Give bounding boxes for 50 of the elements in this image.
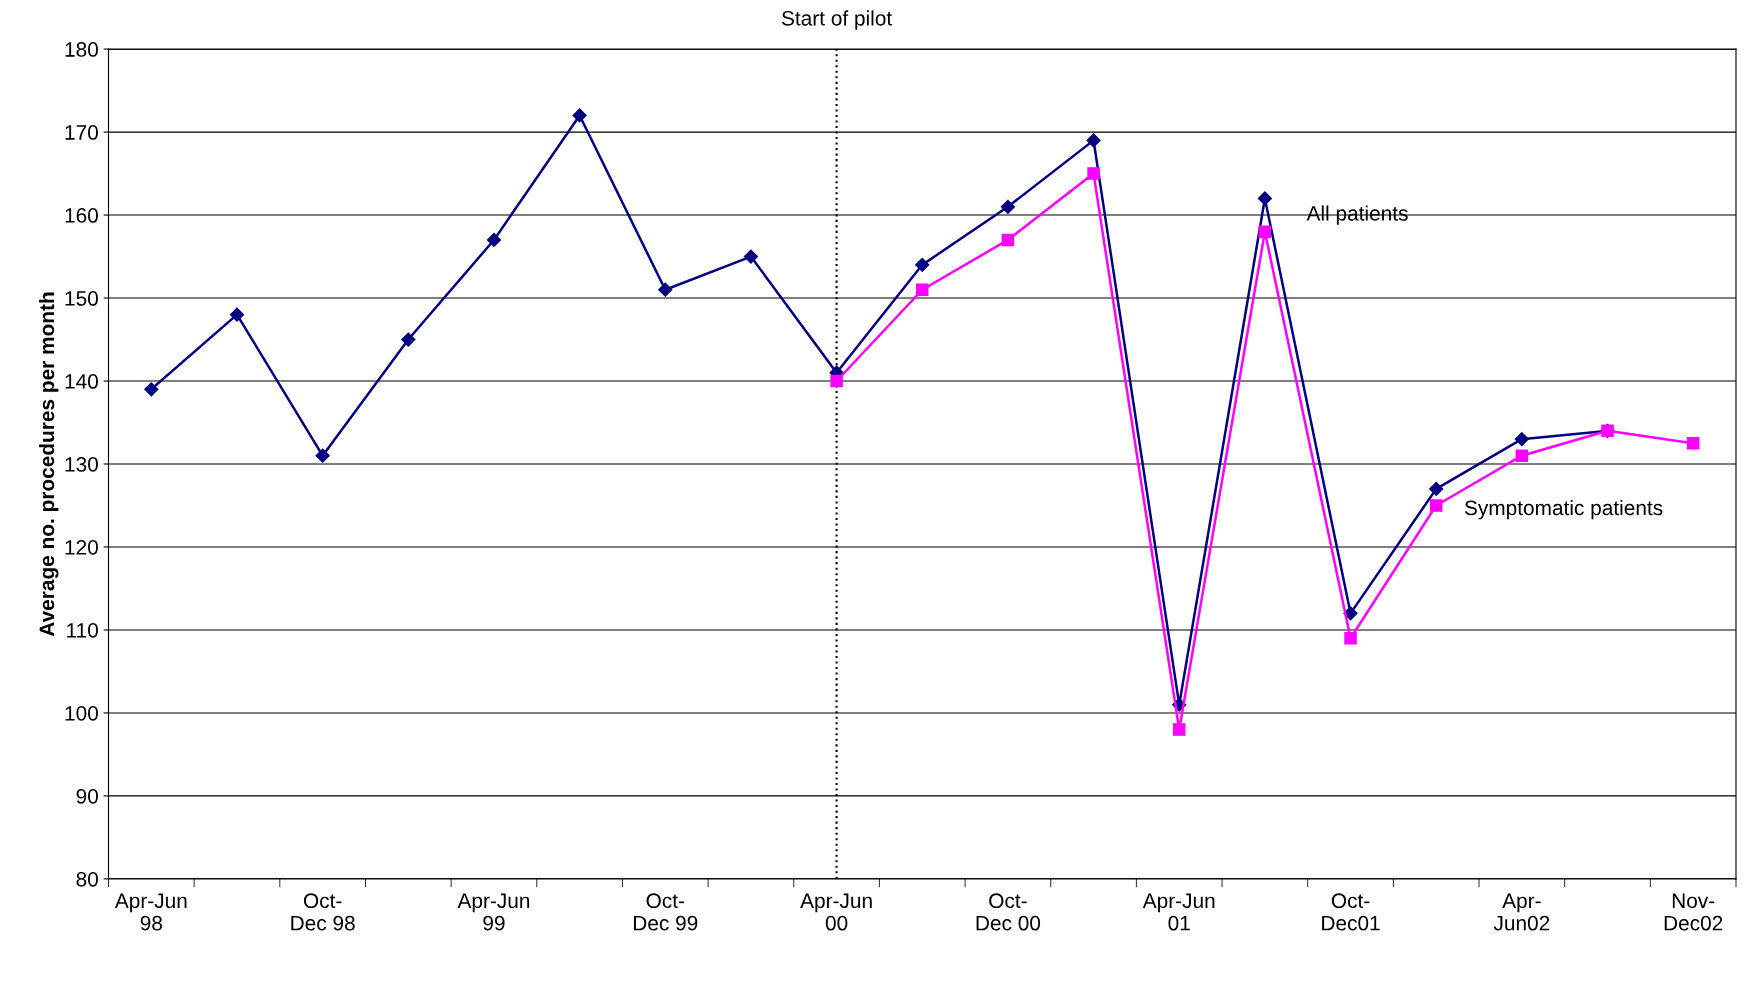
point [1344, 632, 1357, 645]
series-label: Symptomatic patients [1464, 499, 1663, 520]
x-tick-label: Oct- Dec 00 [976, 893, 1041, 931]
point [1343, 606, 1358, 621]
point [830, 374, 843, 388]
y-tick-label: 100 [65, 705, 98, 721]
point [1257, 191, 1272, 206]
point [1514, 432, 1529, 447]
point [1001, 233, 1015, 247]
point [1086, 133, 1101, 148]
y-tick-label: 130 [65, 457, 98, 472]
x-tick-label: Apr-Jun 01 [1142, 893, 1215, 931]
y-axis-title: Average no. procedures per month [38, 292, 59, 637]
y-tick-label: 110 [67, 622, 98, 638]
point [1429, 481, 1444, 496]
point [401, 332, 416, 347]
point [1172, 723, 1186, 736]
y-tick-label: 80 [76, 871, 98, 887]
x-tick-label: Nov- Dec02 [1664, 893, 1723, 931]
y-tick-label: 160 [65, 208, 98, 223]
point [1429, 499, 1443, 512]
point [915, 257, 930, 272]
point [1258, 225, 1272, 238]
y-tick-label: 150 [65, 291, 98, 306]
ref-line-label: Start of pilot [781, 10, 893, 30]
y-tick-label: 170 [65, 125, 98, 140]
x-tick-label: Apr-Jun 00 [800, 893, 872, 931]
x-tick-label: Oct- Dec 99 [633, 893, 698, 931]
point [144, 382, 159, 397]
point [1087, 167, 1100, 180]
point [743, 249, 759, 264]
y-tick-label: 180 [65, 42, 98, 57]
y-tick-label: 90 [76, 788, 98, 804]
y-tick-label: 120 [65, 539, 98, 555]
point [1000, 199, 1015, 214]
x-tick-label: Apr- Jun02 [1493, 893, 1550, 931]
x-tick-label: Oct- Dec01 [1322, 893, 1380, 931]
point [486, 232, 502, 248]
x-tick-label: Apr-Jun 98 [114, 893, 187, 931]
x-tick-label: Apr-Jun 99 [457, 893, 530, 931]
point [1515, 449, 1529, 462]
x-tick-label: Oct- Dec 98 [291, 893, 355, 931]
series-label: All patients [1306, 205, 1408, 225]
point [229, 307, 245, 322]
point [1686, 436, 1700, 450]
point [572, 108, 587, 123]
point [315, 448, 330, 463]
y-tick-label: 140 [65, 374, 98, 389]
point [915, 283, 929, 296]
point [658, 282, 673, 297]
